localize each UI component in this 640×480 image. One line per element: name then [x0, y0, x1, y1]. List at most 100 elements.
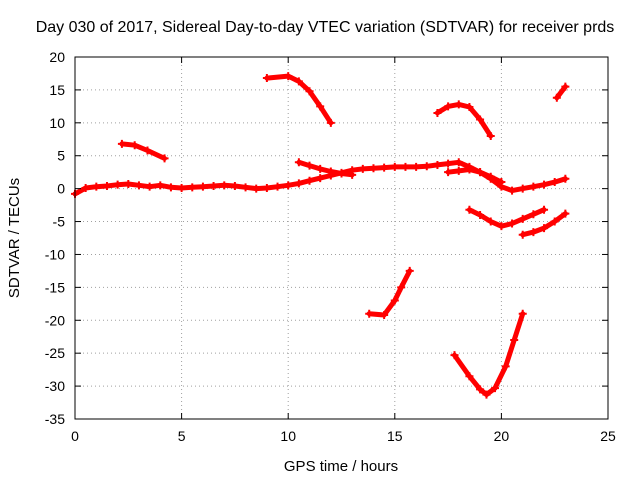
data-point — [444, 168, 453, 177]
data-point — [198, 182, 207, 191]
data-point — [454, 100, 463, 109]
data-marks — [71, 72, 570, 399]
data-point — [124, 180, 133, 189]
data-point — [380, 163, 389, 172]
data-point — [305, 87, 314, 96]
data-point — [134, 181, 143, 190]
data-point — [486, 131, 495, 140]
data-point — [117, 139, 126, 148]
data-point — [476, 385, 485, 394]
data-point — [518, 214, 527, 223]
data-point — [326, 118, 335, 127]
data-point — [262, 74, 271, 83]
series-trace — [434, 101, 494, 139]
y-tick-label: 20 — [49, 49, 65, 65]
y-tick-label: 5 — [57, 148, 65, 164]
data-point — [412, 162, 421, 171]
x-tick-label: 5 — [178, 428, 186, 444]
data-point — [476, 168, 485, 177]
data-point — [476, 210, 485, 219]
data-point — [188, 183, 197, 192]
y-tick-label: -10 — [45, 246, 65, 262]
data-series-3 — [262, 72, 335, 127]
data-point — [209, 182, 218, 191]
data-point — [305, 161, 314, 170]
data-point — [540, 205, 549, 214]
grid-lines — [75, 57, 608, 419]
data-point — [501, 362, 510, 371]
chart-title: Day 030 of 2017, Sidereal Day-to-day VTE… — [36, 19, 615, 36]
data-point — [397, 283, 406, 292]
x-tick-label: 15 — [387, 428, 403, 444]
data-point — [380, 311, 389, 320]
data-series-5 — [433, 100, 495, 140]
data-point — [497, 178, 506, 187]
data-point — [365, 309, 374, 318]
data-point — [401, 162, 410, 171]
data-point — [220, 181, 229, 190]
data-point — [294, 179, 303, 188]
data-point — [518, 230, 527, 239]
data-point — [444, 102, 453, 111]
data-point — [561, 209, 570, 218]
data-point — [433, 160, 442, 169]
data-point — [422, 162, 431, 171]
data-series-2 — [117, 139, 169, 163]
data-point — [130, 141, 139, 150]
data-point — [561, 174, 570, 183]
y-tick-label: 10 — [49, 115, 65, 131]
x-tick-label: 25 — [600, 428, 616, 444]
data-point — [540, 224, 549, 233]
y-tick-label: -20 — [45, 312, 65, 328]
x-tick-label: 20 — [494, 428, 510, 444]
data-point — [177, 183, 186, 192]
data-point — [454, 166, 463, 175]
data-point — [529, 182, 538, 191]
data-point — [476, 115, 485, 124]
data-point — [316, 174, 325, 183]
data-point — [465, 372, 474, 381]
data-point — [529, 228, 538, 237]
data-series-4 — [294, 158, 357, 179]
data-point — [518, 309, 527, 318]
data-point — [273, 182, 282, 191]
data-point — [390, 162, 399, 171]
data-point — [369, 164, 378, 173]
data-point — [113, 180, 122, 189]
data-series-7 — [465, 205, 549, 231]
data-point — [358, 164, 367, 173]
data-point — [454, 158, 463, 167]
data-series-10 — [450, 309, 527, 399]
plot-frame — [74, 56, 609, 420]
axis-ticks: 0 5 10 15 20 25 20 15 10 5 0 -5 -10 -15 -20 -25 -30 -35 — [45, 49, 616, 444]
data-point — [81, 183, 90, 192]
x-tick-label: 10 — [280, 428, 296, 444]
data-point — [508, 186, 517, 195]
y-axis-label: SDTVAR / TECUs — [6, 178, 23, 298]
data-point — [540, 180, 549, 189]
data-point — [316, 102, 325, 111]
data-point — [433, 108, 442, 117]
data-point — [508, 219, 517, 228]
data-point — [92, 182, 101, 191]
data-series-11 — [552, 82, 570, 102]
data-series-6 — [444, 165, 506, 187]
data-point — [284, 72, 293, 81]
series-trace — [554, 84, 568, 101]
y-tick-label: -30 — [45, 378, 65, 394]
data-point — [305, 176, 314, 185]
data-point — [390, 296, 399, 305]
series-trace — [452, 311, 526, 398]
series-trace — [119, 141, 167, 161]
y-tick-label: 0 — [57, 181, 65, 197]
data-point — [491, 384, 500, 393]
data-point — [102, 182, 111, 191]
data-point — [326, 167, 335, 176]
data-point — [145, 182, 154, 191]
data-point — [230, 182, 239, 191]
data-point — [465, 103, 474, 112]
data-point — [252, 184, 261, 193]
data-point — [486, 172, 495, 181]
data-point — [482, 390, 491, 399]
